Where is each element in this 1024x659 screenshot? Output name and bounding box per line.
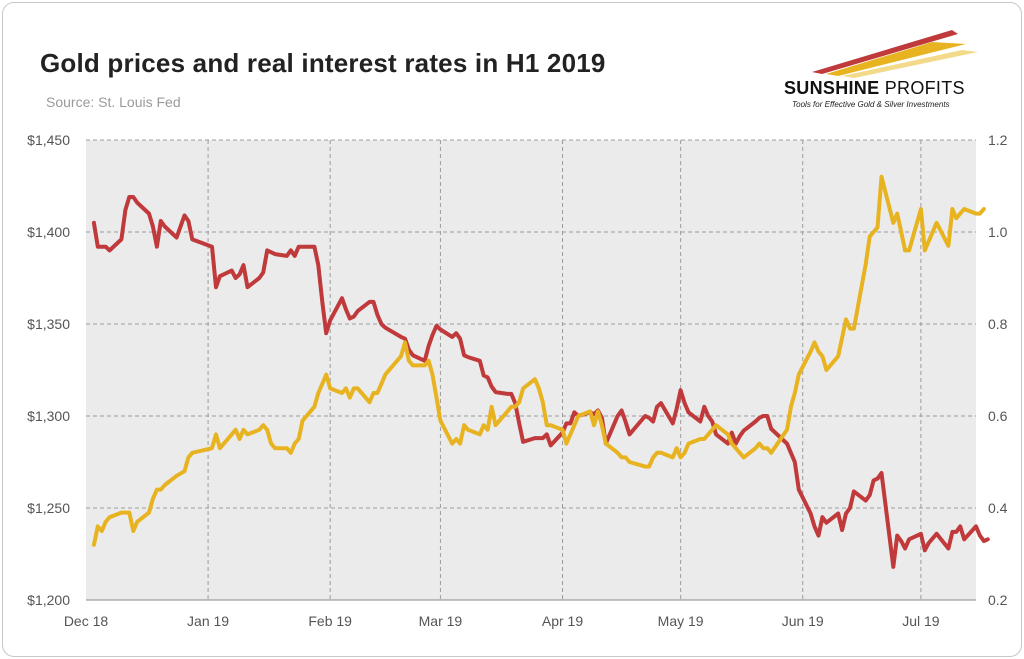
x-tick-label: Jan 19 [187,613,229,629]
y-left-tick-label: $1,450 [27,132,70,148]
y-left-tick-label: $1,400 [27,224,70,240]
y-right-tick-label: 0.2 [988,592,1008,608]
x-tick-label: May 19 [658,613,704,629]
y-right-tick-label: 0.4 [988,500,1008,516]
logo-tagline: Tools for Effective Gold & Silver Invest… [792,100,950,109]
logo-brand: SUNSHINE PROFITS [784,78,965,98]
y-left-tick-label: $1,200 [27,592,70,608]
x-tick-label: Mar 19 [419,613,463,629]
chart-title: Gold prices and real interest rates in H… [40,48,606,78]
y-left-tick-label: $1,350 [27,316,70,332]
chart-subtitle: Source: St. Louis Fed [46,94,181,110]
x-tick-label: Jul 19 [902,613,940,629]
y-right-tick-label: 0.6 [988,408,1008,424]
y-left-tick-label: $1,300 [27,408,70,424]
y-left-tick-label: $1,250 [27,500,70,516]
x-tick-label: Apr 19 [542,613,583,629]
x-tick-label: Feb 19 [308,613,352,629]
x-tick-label: Dec 18 [64,613,109,629]
y-right-tick-label: 1.2 [988,132,1008,148]
gold-price-series-line [91,195,990,569]
real-rate-series-line [91,174,986,547]
sunshine-profits-logo-icon [812,30,978,78]
y-right-tick-label: 1.0 [988,224,1008,240]
y-right-tick-label: 0.8 [988,316,1008,332]
x-tick-label: Jun 19 [782,613,824,629]
